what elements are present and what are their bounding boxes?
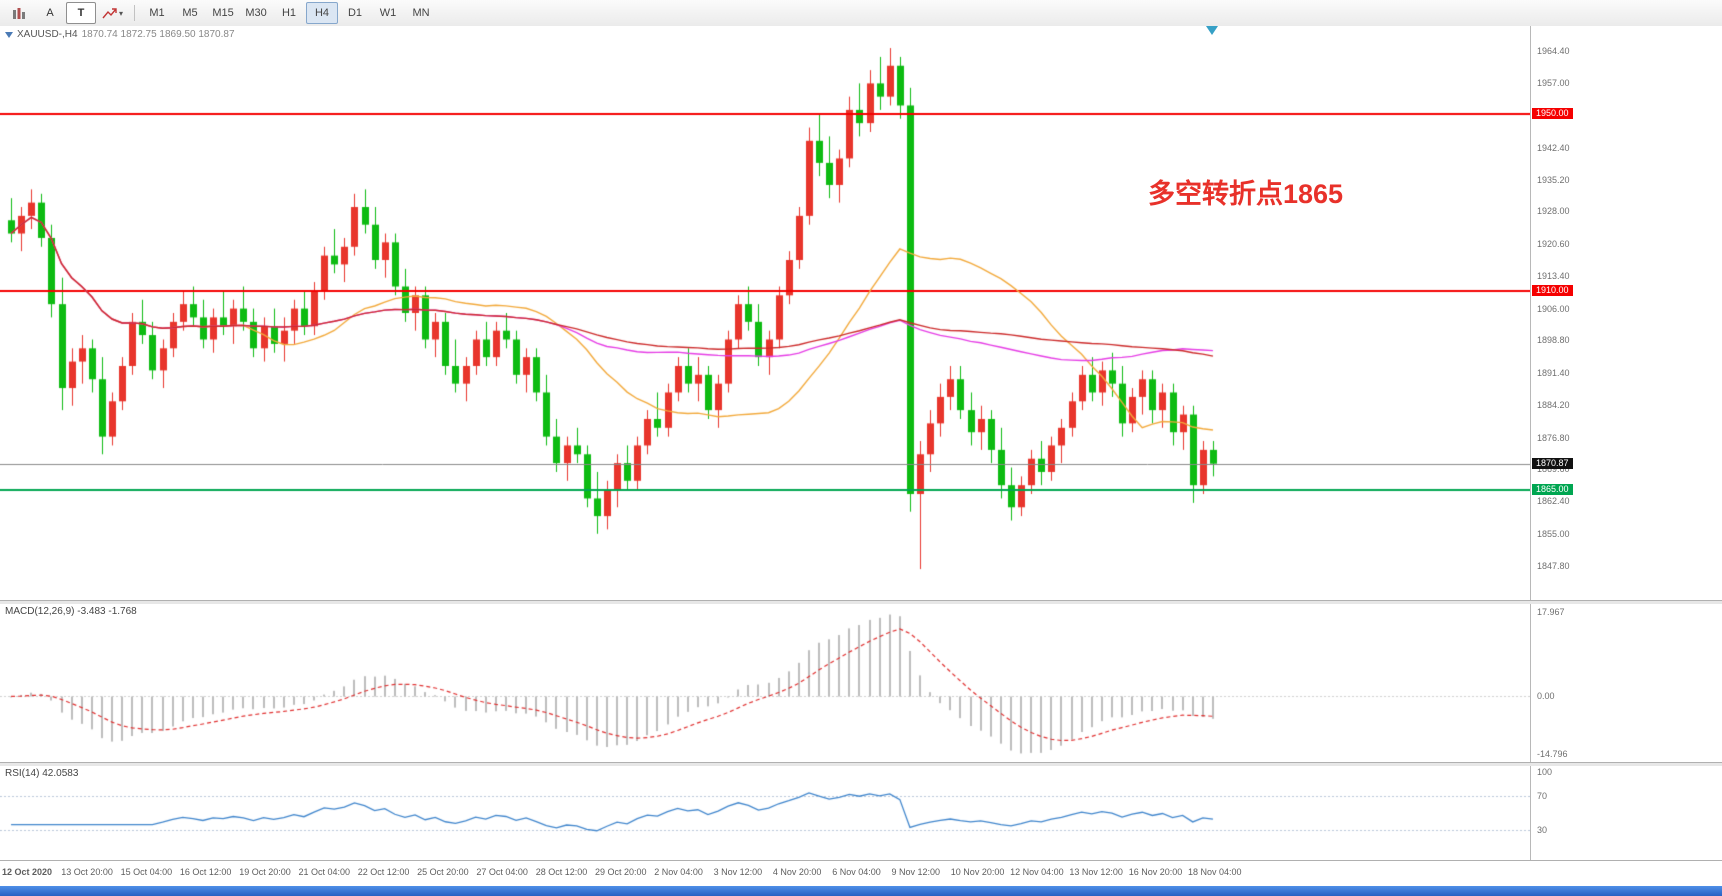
price-line-badge: 1910.00	[1532, 284, 1573, 296]
time-axis-label: 12 Oct 2020	[2, 867, 53, 877]
price-tick: 1869.60	[1537, 464, 1570, 475]
rsi-axis-70: 70	[1537, 790, 1548, 801]
price-tick: 1957.00	[1537, 78, 1570, 89]
time-axis-label: 18 Nov 04:00	[1188, 867, 1242, 877]
timeframe-button-m1[interactable]: M1	[149, 7, 165, 19]
rsi-panel: RSI(14) 42.0583 100 70 30	[0, 766, 1722, 860]
time-axis-label: 10 Nov 20:00	[950, 867, 1005, 877]
text-tool-button[interactable]: T	[66, 2, 96, 24]
time-axis-label: 19 Oct 20:00	[239, 867, 291, 877]
price-tick: 1935.20	[1537, 174, 1570, 185]
time-axis-label: 16 Nov 20:00	[1128, 867, 1183, 877]
toolbar-separator	[134, 5, 136, 21]
time-axis-label: 15 Oct 04:00	[120, 867, 173, 877]
price-axis[interactable]: 1964.40 1957.00 1942.40 1935.20 1928.00 1920.…	[1530, 26, 1722, 600]
price-tick: 1898.80	[1537, 335, 1570, 346]
timeframe-button-w1[interactable]: W1	[379, 7, 397, 19]
main-chart-canvas[interactable]	[0, 26, 1530, 600]
chart-type-button[interactable]	[4, 2, 34, 24]
time-axis-label: 9 Nov 12:00	[891, 867, 941, 877]
macd-axis[interactable]: 17.967 0.00 -14.796	[1530, 604, 1722, 762]
chart-ohlc-values: 1870.74 1872.75 1869.50 1870.87	[81, 29, 235, 40]
time-axis-label: 16 Oct 12:00	[179, 867, 232, 877]
time-axis-label: 27 Oct 04:00	[476, 867, 528, 877]
timeframe-button-m15[interactable]: M15	[212, 7, 234, 19]
timeframe-button-mn[interactable]: MN	[412, 7, 430, 19]
time-axis-label: 4 Nov 20:00	[772, 867, 822, 877]
timeframe-button-d1[interactable]: D1	[347, 7, 363, 19]
main-chart-panel: XAUUSD-,H4 1870.74 1872.75 1869.50 1870.…	[0, 26, 1722, 600]
macd-label: MACD(12,26,9) -3.483 -1.768	[5, 606, 137, 617]
time-axis-label: 3 Nov 12:00	[713, 867, 763, 877]
chart-menu-triangle-icon[interactable]	[5, 31, 13, 38]
toolbar: A T ▾ M1 M5 M15 M30 H1 H4 D1 W1 MN	[0, 0, 1722, 27]
price-tick: 1920.60	[1537, 239, 1570, 250]
price-tick: 1884.20	[1537, 399, 1570, 410]
time-axis-label: 25 Oct 20:00	[417, 867, 469, 877]
price-line-badge: 1870.87	[1532, 457, 1573, 469]
timeframe-button-m5[interactable]: M5	[182, 7, 198, 19]
timeframe-button-group: M1 M5 M15 M30 H1 H4 D1 W1 MN	[141, 2, 437, 24]
price-tick: 1891.40	[1537, 368, 1570, 379]
price-tick: 1928.00	[1537, 206, 1570, 217]
trend-arrows-icon	[102, 7, 117, 18]
macd-axis-max: 17.967	[1537, 607, 1565, 617]
macd-axis-zero: 0.00	[1537, 691, 1555, 702]
price-tick: 1876.80	[1537, 432, 1570, 443]
time-axis-label: 6 Nov 04:00	[832, 867, 881, 877]
macd-canvas[interactable]	[0, 604, 1530, 762]
rsi-canvas[interactable]	[0, 766, 1530, 860]
timeframe-button-h1[interactable]: H1	[281, 7, 297, 19]
rsi-axis[interactable]: 100 70 30	[1530, 766, 1722, 860]
price-tick: 1942.40	[1537, 142, 1570, 153]
price-tick: 1964.40	[1537, 45, 1570, 56]
macd-panel: MACD(12,26,9) -3.483 -1.768 17.967 0.00 -1…	[0, 604, 1722, 762]
time-axis-label: 12 Nov 04:00	[1010, 867, 1064, 877]
price-line-badge: 1865.00	[1532, 483, 1573, 495]
time-axis-label: 21 Oct 04:00	[298, 867, 351, 877]
dropdown-caret-icon: ▾	[119, 8, 124, 18]
time-axis-label: 28 Oct 12:00	[535, 867, 588, 877]
arrow-tool-button[interactable]: A	[46, 7, 54, 19]
objects-dropdown-button[interactable]: ▾	[97, 2, 128, 24]
timeframe-button-m30[interactable]: M30	[245, 7, 267, 19]
chart-title: XAUUSD-,H4 1870.74 1872.75 1869.50 1870.…	[5, 29, 235, 40]
macd-axis-min: -14.796	[1537, 749, 1568, 759]
time-axis-label: 22 Oct 12:00	[357, 867, 410, 877]
bar-chart-icon	[13, 7, 25, 19]
time-axis-label: 2 Nov 04:00	[654, 867, 703, 877]
chart-shift-marker-icon[interactable]	[1206, 26, 1218, 35]
time-axis-label: 13 Nov 12:00	[1069, 867, 1123, 877]
time-axis[interactable]: 12 Oct 2020 13 Oct 20:00 15 Oct 04:00 16 Oc…	[0, 860, 1722, 887]
timeframe-button-h4[interactable]: H4	[306, 2, 339, 24]
chart-symbol-label: XAUUSD-,H4	[17, 29, 78, 40]
price-tick: 1855.00	[1537, 528, 1570, 539]
price-tick: 1847.80	[1537, 560, 1570, 571]
price-line-badge: 1950.00	[1532, 108, 1573, 120]
time-axis-label: 13 Oct 20:00	[61, 867, 113, 877]
price-tick: 1913.40	[1537, 270, 1570, 281]
price-tick: 1862.40	[1537, 496, 1570, 507]
rsi-axis-30: 30	[1537, 825, 1548, 836]
chart-annotation-text[interactable]: 多空转折点1865	[1148, 179, 1344, 209]
rsi-label: RSI(14) 42.0583	[5, 768, 79, 779]
rsi-axis-100: 100	[1537, 767, 1553, 777]
taskbar-strip	[0, 886, 1722, 896]
time-axis-label: 29 Oct 20:00	[595, 867, 647, 877]
price-tick: 1906.00	[1537, 303, 1570, 314]
